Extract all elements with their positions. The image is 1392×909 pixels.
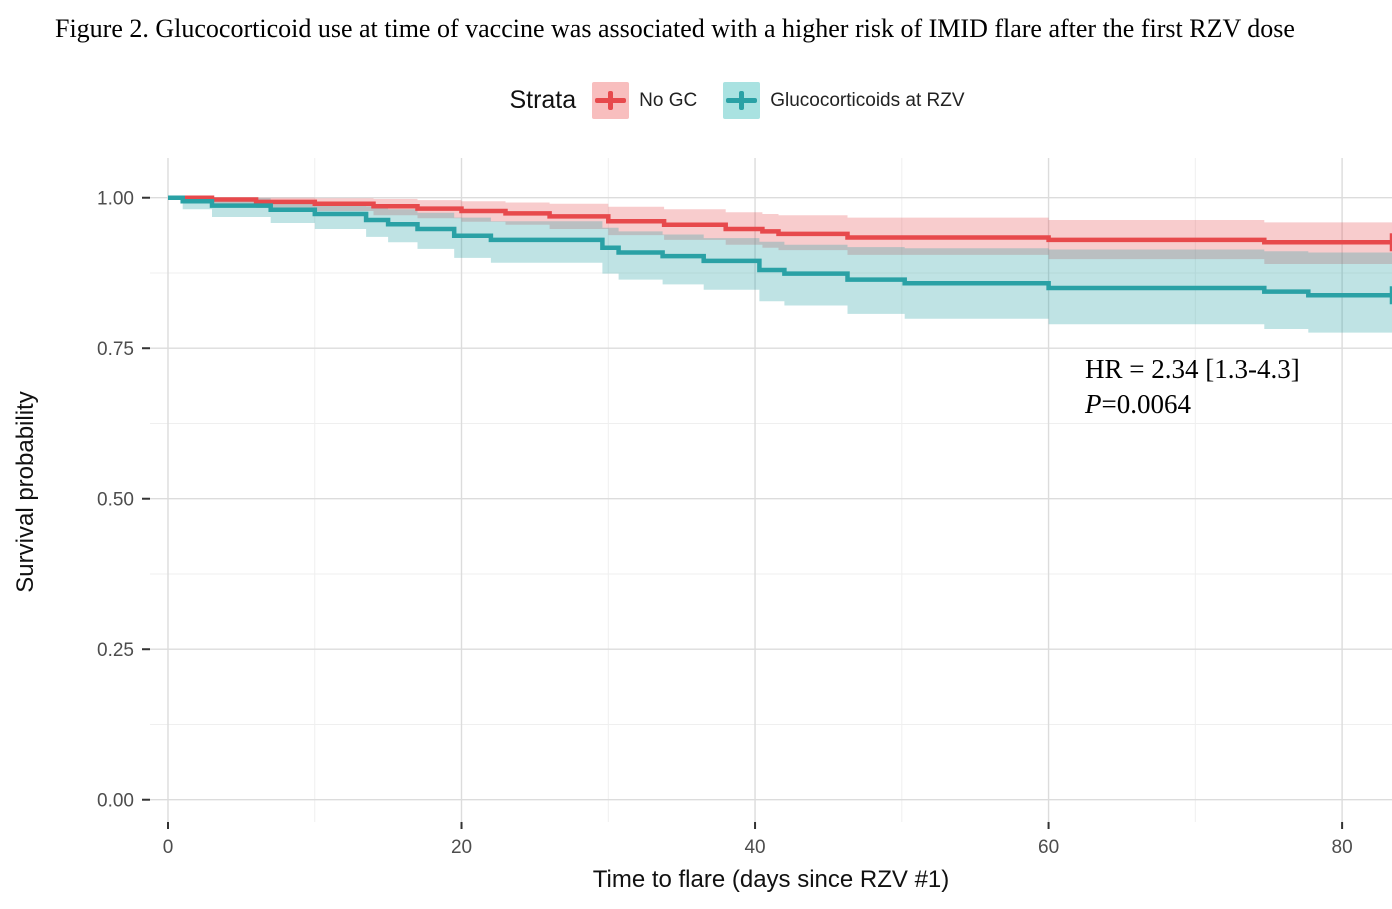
legend-swatch-no-gc [592, 82, 630, 119]
hr-annotation: HR = 2.34 [1.3-4.3] P=0.0064 [1085, 352, 1300, 422]
x-tick-label: 0 [163, 837, 174, 858]
legend-label-glucocorticoids: Glucocorticoids at RZV [770, 89, 965, 111]
x-tick-label: 80 [1332, 837, 1353, 858]
legend-swatch-glucocorticoids [723, 82, 761, 119]
confidence-band-glucocorticoids [168, 197, 1392, 333]
legend-title: Strata [509, 86, 577, 114]
y-tick-label: 1.00 [97, 189, 134, 210]
legend: Strata No GC Glucocorticoids at RZV [0, 82, 1392, 119]
figure-title: Figure 2. Glucocorticoid use at time of … [55, 14, 1295, 43]
x-tick-label: 40 [744, 837, 765, 858]
km-curve-no-gc [168, 195, 1392, 245]
hr-annotation-line1: HR = 2.34 [1.3-4.3] [1085, 354, 1300, 384]
y-axis-title: Survival probability [12, 391, 39, 593]
x-axis-title: Time to flare (days since RZV #1) [592, 866, 950, 893]
y-tick-label: 0.25 [97, 640, 134, 661]
legend-label-no-gc: No GC [639, 89, 698, 111]
km-curve-glucocorticoids [168, 195, 1392, 298]
km-plot-panel: 0 20 40 60 80 1.00 0.75 0.50 0.25 0.00 [97, 158, 1392, 858]
y-tick-label: 0.75 [97, 339, 134, 360]
y-tick-label: 0.00 [97, 791, 134, 812]
x-tick-label: 20 [451, 837, 472, 858]
hr-annotation-line2: P=0.0064 [1085, 389, 1191, 420]
y-tick-label: 0.50 [97, 490, 134, 511]
x-tick-label: 60 [1038, 837, 1059, 858]
